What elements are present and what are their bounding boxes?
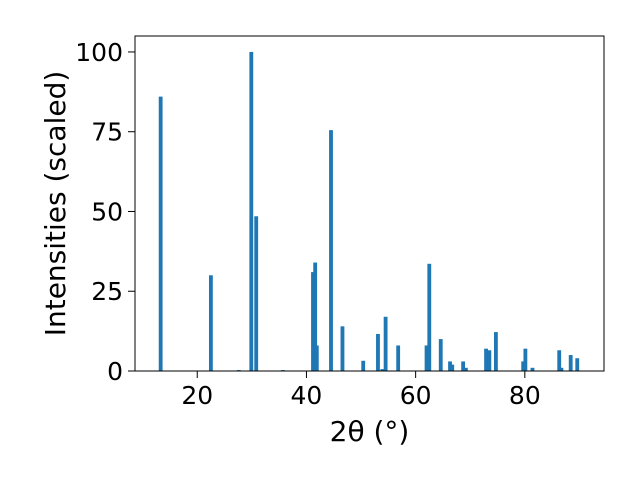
bar [523, 348, 528, 371]
bar [559, 367, 564, 371]
y-axis-label: Intensities (scaled) [39, 71, 72, 337]
bar [450, 364, 455, 371]
bar [383, 316, 388, 371]
x-tick-label: 80 [509, 381, 541, 410]
bar [249, 51, 254, 371]
bar [487, 350, 492, 371]
bar [361, 360, 366, 371]
y-tick-label: 100 [75, 38, 123, 67]
bar [568, 355, 573, 371]
bar [448, 361, 452, 371]
bar [484, 348, 488, 371]
x-axis-label: 2θ (°) [330, 415, 410, 448]
bars-group [158, 51, 580, 371]
x-tick-label: 20 [181, 381, 213, 410]
bar [396, 345, 401, 371]
bar [329, 130, 333, 371]
bar [461, 361, 466, 371]
bar [438, 339, 443, 371]
y-axis-ticks: 0 25 50 75 100 [75, 38, 135, 386]
bar [313, 262, 318, 371]
bar [380, 369, 385, 371]
bar [340, 326, 345, 371]
bar [311, 272, 315, 371]
bar [463, 367, 468, 371]
x-tick-label: 60 [400, 381, 432, 410]
bar [427, 263, 432, 371]
bar [424, 345, 429, 371]
x-axis-ticks: 20 40 60 80 [181, 371, 541, 410]
y-tick-label: 75 [91, 118, 123, 147]
bar [208, 275, 213, 371]
x-tick-label: 40 [291, 381, 323, 410]
bar [314, 345, 319, 371]
bar [557, 350, 562, 371]
y-tick-label: 25 [91, 277, 123, 306]
bar [493, 332, 498, 371]
y-tick-label: 0 [107, 357, 123, 386]
bar [530, 367, 535, 371]
plot-frame [134, 35, 605, 372]
y-tick-label: 50 [91, 197, 123, 226]
bar [158, 96, 163, 371]
bar [575, 358, 580, 371]
bar [254, 216, 259, 371]
bar [376, 333, 380, 371]
bar [521, 361, 526, 371]
